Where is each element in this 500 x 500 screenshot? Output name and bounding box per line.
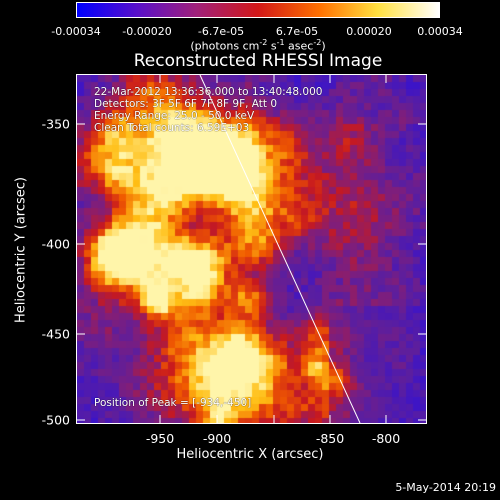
colorbar-tick-label: -6.7e-05: [197, 25, 245, 38]
colorbar-tick-label: 0.00020: [346, 25, 392, 38]
footer-date: 5-May-2014 20:19: [395, 481, 496, 494]
info-line-time: 22-Mar-2012 13:36:36.000 to 13:40:48.000: [94, 86, 323, 98]
colorbar-units: (photons cm-2 s-1 asec-2): [190, 38, 326, 53]
x-tick-label: -950: [145, 431, 175, 446]
info-line-detectors: Detectors: 3F 5F 6F 7F 8F 9F, Att 0: [94, 98, 278, 110]
colorbar: [76, 2, 440, 18]
y-tick-label: -350: [41, 116, 70, 132]
x-tick-label: -800: [371, 431, 401, 446]
colorbar-tick-label: -0.00020: [122, 25, 172, 38]
x-tick-label: -900: [202, 431, 232, 446]
plot-title: Reconstructed RHESSI Image: [133, 51, 383, 71]
plot-frame: [76, 74, 427, 424]
peak-position-label: Position of Peak = [-934,-450]: [94, 397, 252, 409]
y-tick-label: -450: [41, 326, 70, 342]
info-line-clean: Clean Total counts: 6.59E+03: [94, 122, 250, 134]
x-tick-label: -850: [315, 431, 345, 446]
y-axis-label: Heliocentric Y (arcsec): [13, 177, 29, 323]
x-axis-label: Heliocentric X (arcsec): [176, 447, 324, 462]
y-tick-label: -400: [41, 236, 70, 252]
y-tick-label: -500: [41, 412, 70, 428]
colorbar-tick-label: 6.7e-05: [275, 25, 319, 38]
colorbar-tick-label: -0.00034: [51, 25, 101, 38]
colorbar-tick-label: 0.00034: [417, 25, 463, 38]
info-line-energy: Energy Range: 25.0 - 50.0 keV: [94, 110, 255, 122]
